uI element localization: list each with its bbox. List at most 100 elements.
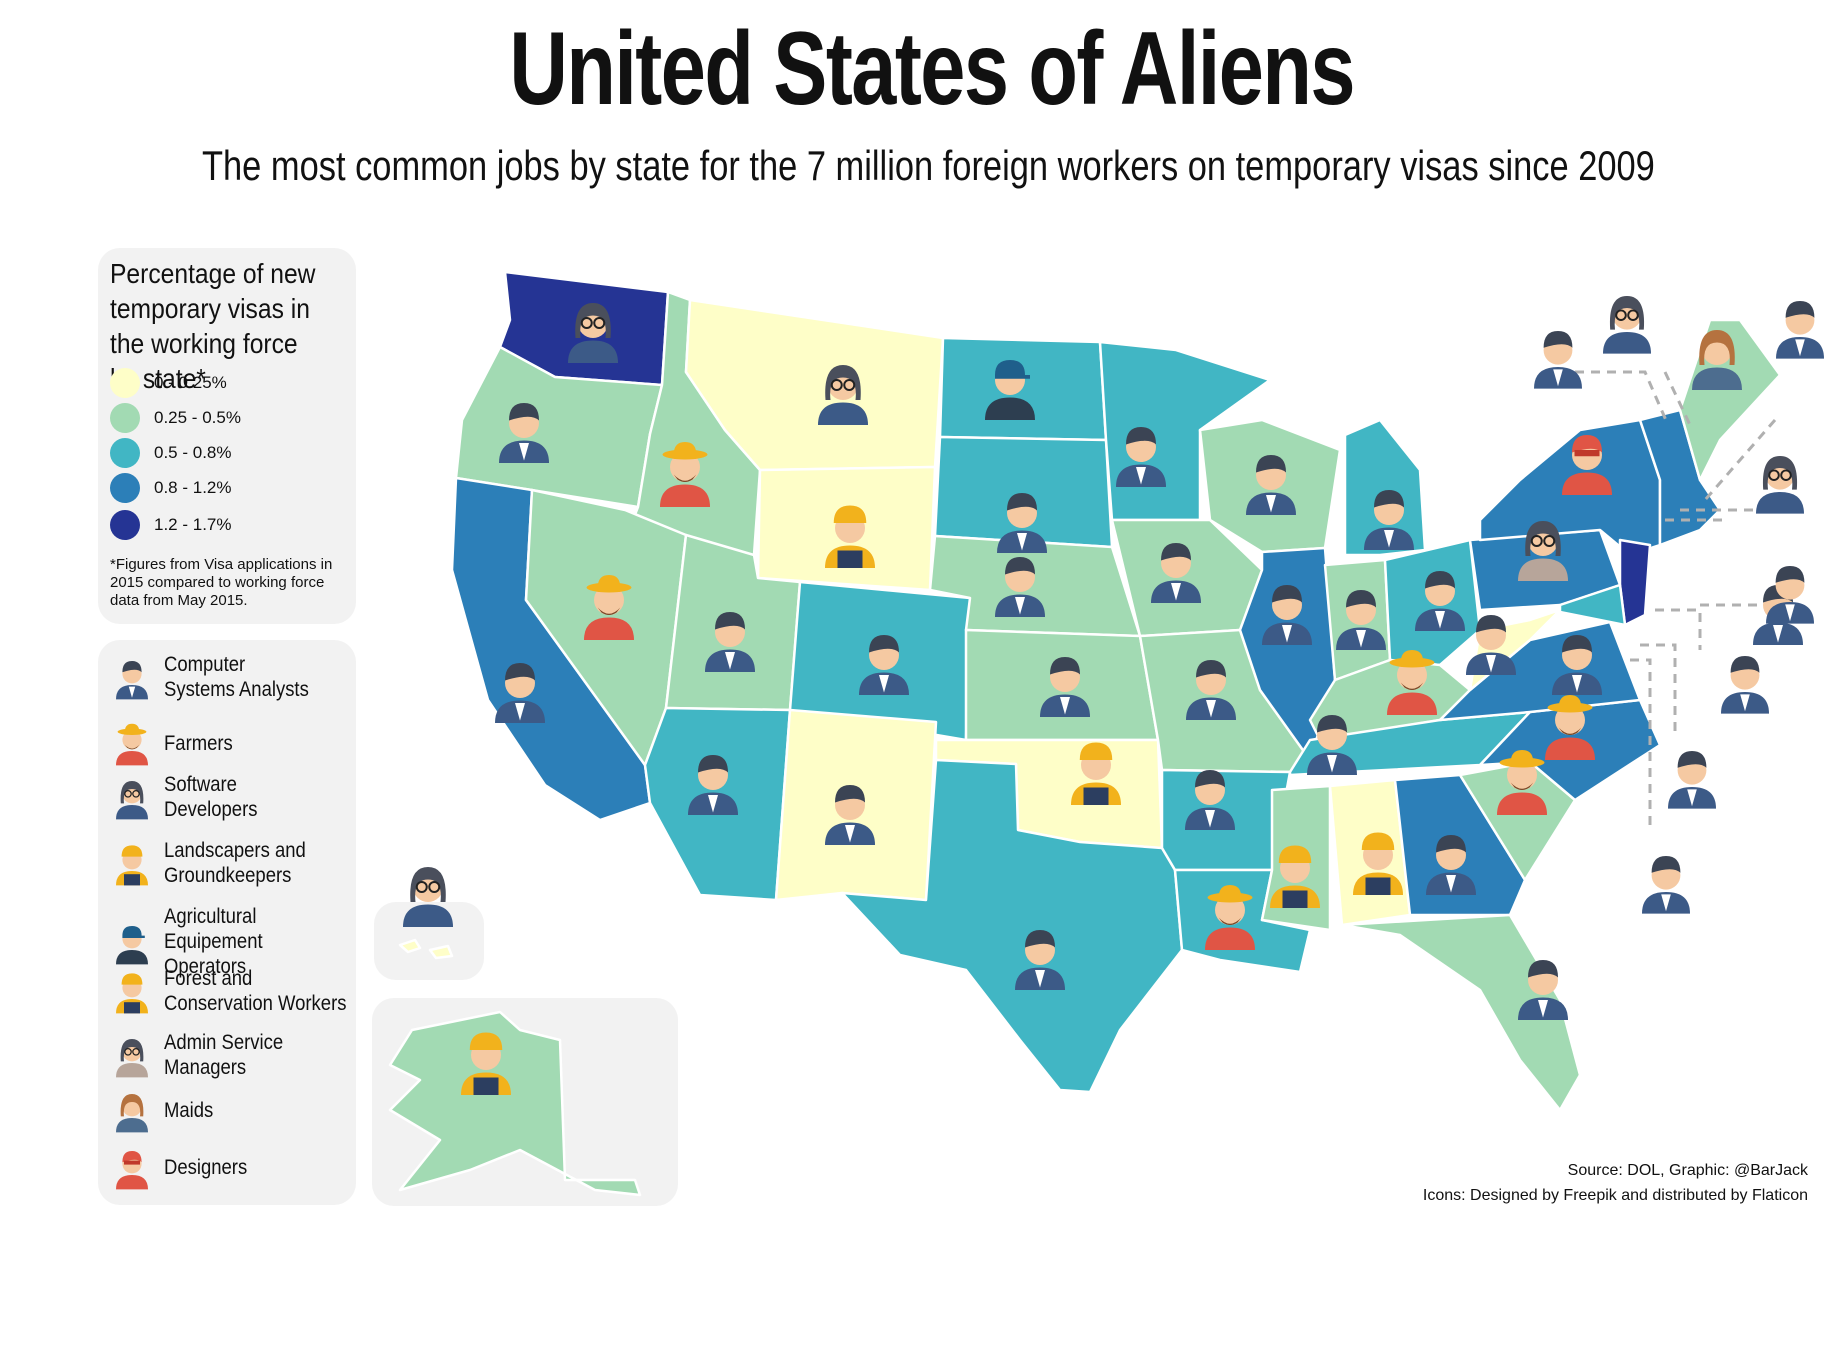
job-legend-item: Computer Systems Analysts [112, 652, 374, 702]
state-icon-FL-man-suit-icon [1518, 960, 1568, 1020]
state-icon-WY-woman-hardhat-icon [825, 505, 875, 568]
state-icon-NY-designer-icon [1562, 435, 1612, 495]
cap-operator-icon [116, 925, 148, 964]
northeast-state-icon [1642, 856, 1690, 914]
scale-row: 0.5 - 0.8% [110, 438, 232, 468]
state-icon-PA-manager-glasses-icon [1518, 521, 1568, 581]
woman-glasses-icon [116, 781, 148, 820]
state-icon-UT-man-suit-icon [705, 612, 755, 672]
state-icon-SC-farmer-icon [1497, 750, 1547, 815]
state-NJ [1618, 538, 1652, 627]
cap-operator-icon [116, 925, 148, 964]
job-legend-item: Admin Service Managers [112, 1030, 374, 1080]
scale-row: 1.2 - 1.7% [110, 510, 232, 540]
man-suit-icon [116, 661, 148, 700]
state-MD [1558, 583, 1627, 627]
page-title: United States of Aliens [509, 11, 1355, 127]
state-icon-KY-farmer-icon [1387, 650, 1437, 715]
state-icon-AK-man-hardhat-icon [461, 1032, 511, 1095]
scale-label: 0.8 - 1.2% [154, 478, 232, 497]
state-icon-LA-farmer-icon [1205, 885, 1255, 950]
job-label: Maids [164, 1098, 214, 1122]
job-legend-item: Software Developers [112, 772, 374, 822]
scale-swatch [110, 368, 140, 398]
scale-label: 0 - 0.25% [154, 373, 227, 392]
scale-swatch [110, 473, 140, 503]
scale-label: 0.5 - 0.8% [154, 443, 232, 462]
state-icon-OH-man-suit-icon [1415, 571, 1465, 631]
state-icon-MT-woman-glasses-icon [818, 365, 868, 425]
job-label: Designers [164, 1155, 248, 1179]
scale-row: 0.25 - 0.5% [110, 403, 241, 433]
state-icon-SD-man-suit-icon [997, 493, 1047, 553]
state-icon-GA-man-suit-icon [1426, 835, 1476, 895]
job-legend-item: Agricultural Equipement Operators [112, 904, 374, 979]
northeast-state-icon [1603, 296, 1651, 354]
state-icon-CO-man-suit-icon [859, 635, 909, 695]
state-icon-WI-man-suit-icon [1246, 455, 1296, 515]
scale-label: 0.25 - 0.5% [154, 408, 241, 427]
job-legend-item: Forest and Conservation Workers [112, 966, 374, 1016]
state-icon-IA-man-suit-icon [1151, 543, 1201, 603]
state-FL [1340, 913, 1582, 1112]
state-icon-AZ-man-suit-icon [688, 755, 738, 815]
state-icon-AL-man-hardhat-icon [1353, 832, 1403, 895]
maid-icon [116, 1094, 148, 1133]
job-legend-item: Designers [112, 1142, 374, 1192]
job-legend-item: Farmers [112, 718, 374, 768]
state-icon-MO-man-suit-icon [1186, 660, 1236, 720]
state-HI [398, 938, 454, 960]
state-icon-WA-woman-glasses-icon [568, 303, 618, 363]
state-icon-WV-man-suit-icon [1466, 615, 1516, 675]
state-icon-CA-man-suit-icon [495, 663, 545, 723]
woman-hardhat-icon [116, 845, 148, 886]
state-TX [840, 758, 1184, 1094]
state-icon-MS-man-hardhat-icon [1270, 845, 1320, 908]
source-credit: Source: DOL, Graphic: @BarJack Icons: De… [1423, 1158, 1808, 1208]
scale-row: 0 - 0.25% [110, 368, 227, 398]
northeast-state-icon [1534, 331, 1582, 389]
manager-glasses-icon [116, 1039, 148, 1078]
state-icon-IL-man-suit-icon [1262, 585, 1312, 645]
job-label: Computer Systems Analysts [164, 653, 309, 701]
scale-label: 1.2 - 1.7% [154, 515, 232, 534]
woman-hardhat-icon [116, 845, 148, 886]
state-icon-NM-man-suit-icon [825, 785, 875, 845]
state-icon-TN-man-suit-icon [1307, 715, 1357, 775]
northeast-state-icon [1721, 656, 1769, 714]
northeast-state-icon [1766, 566, 1814, 624]
state-icon-ND-cap-operator-icon [985, 360, 1035, 420]
legend-footnote: *Figures from Visa applications in 2015 … [110, 556, 333, 609]
job-label: Landscapers and Groundkeepers [164, 839, 306, 887]
scale-swatch [110, 438, 140, 468]
legend-panel [98, 248, 356, 624]
state-SD [933, 435, 1114, 549]
designer-icon [116, 1151, 148, 1190]
scale-swatch [110, 403, 140, 433]
state-icon-MI-man-suit-icon [1364, 490, 1414, 550]
state-icon-NE-man-suit-icon [995, 557, 1045, 617]
farmer-icon [116, 723, 148, 766]
state-AK [388, 1010, 642, 1197]
state-icon-AR-man-suit-icon [1185, 770, 1235, 830]
scale-swatch [110, 510, 140, 540]
designer-icon [116, 1151, 148, 1190]
woman-glasses-icon [116, 781, 148, 820]
farmer-icon [116, 723, 148, 766]
job-legend-item: Maids [112, 1085, 374, 1135]
maid-icon [116, 1094, 148, 1133]
state-icon-ME-maid-icon [1692, 330, 1742, 390]
icons-credit-line: Icons: Designed by Freepik and distribut… [1422, 1187, 1808, 1204]
page-subtitle: The most common jobs by state for the 7 … [201, 142, 1655, 189]
job-label: Agricultural Equipement Operators [164, 905, 263, 978]
state-icon-OK-woman-hardhat-icon [1071, 742, 1121, 805]
state-icon-NV-farmer-icon [584, 575, 634, 640]
job-label: Admin Service Managers [164, 1031, 284, 1079]
scale-row: 0.8 - 1.2% [110, 473, 232, 503]
job-label: Forest and Conservation Workers [164, 967, 347, 1015]
state-icon-HI-woman-glasses-icon [403, 867, 453, 927]
state-icon-NC-farmer-icon [1545, 695, 1595, 760]
northeast-state-icon [1756, 456, 1804, 514]
connector-lines [1575, 370, 1778, 830]
